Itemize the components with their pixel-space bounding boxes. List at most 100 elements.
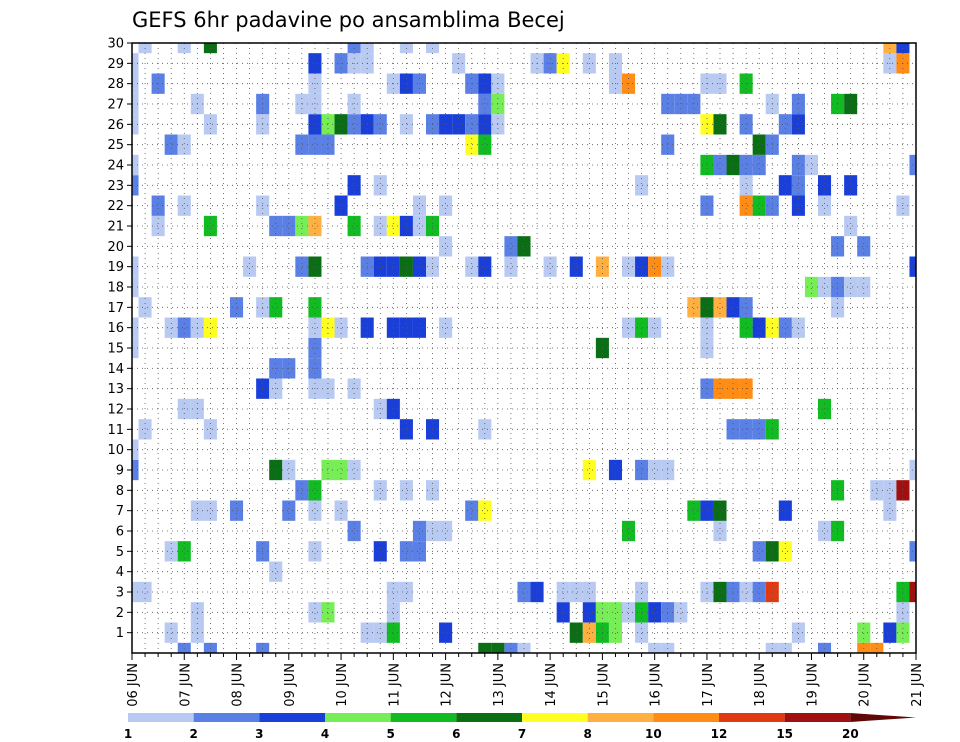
legend-label: 1 (124, 727, 132, 741)
heatmap-cell (295, 480, 309, 501)
heatmap-cell (412, 520, 426, 542)
y-tick-label: 7 (116, 504, 124, 519)
heatmap-cell (308, 500, 322, 521)
y-tick-label: 25 (107, 138, 124, 153)
heatmap-cell (282, 215, 296, 237)
heatmap-cell (635, 622, 649, 643)
legend-swatch (193, 713, 260, 722)
heatmap-cell (739, 195, 753, 216)
heatmap-cell (230, 297, 244, 318)
heatmap-cell (308, 256, 322, 277)
heatmap-cell (700, 154, 714, 176)
heatmap-cell (439, 195, 453, 216)
heatmap-cell (256, 642, 270, 653)
heatmap-cell (138, 581, 152, 603)
heatmap-cell (818, 195, 832, 216)
heatmap-cell (308, 480, 322, 501)
heatmap-cell (295, 256, 309, 277)
heatmap-cell (386, 602, 400, 623)
heatmap-cell (412, 195, 426, 216)
heatmap-cell (478, 500, 492, 521)
heatmap-cell (269, 215, 283, 237)
legend-swatch (259, 713, 325, 722)
y-tick-label: 21 (107, 220, 124, 235)
heatmap-cell (778, 500, 792, 521)
y-axis: 1234567891011121314151617181920212223242… (107, 37, 132, 641)
heatmap-cell (804, 154, 818, 176)
heatmap-cell (373, 622, 387, 643)
heatmap-cell (439, 622, 453, 643)
x-tick-label: 06 JUN (126, 663, 141, 707)
x-tick-label: 08 JUN (231, 663, 246, 707)
heatmap-cell (635, 175, 649, 196)
heatmap-cell (635, 602, 649, 623)
heatmap-cell (308, 215, 322, 237)
legend-label: 2 (189, 727, 197, 741)
heatmap-cell (373, 175, 387, 196)
heatmap-cell (132, 53, 139, 74)
heatmap-cell (132, 276, 139, 298)
heatmap-cell (478, 114, 492, 135)
x-tick-label: 21 JUN (910, 663, 925, 707)
x-tick-label: 17 JUN (701, 663, 716, 707)
heatmap-cell (203, 642, 217, 653)
x-tick-label: 16 JUN (649, 663, 664, 707)
heatmap-cell (818, 276, 832, 298)
legend-swatch (850, 713, 916, 722)
heatmap-cell (883, 480, 897, 501)
heatmap-cell (608, 622, 622, 643)
x-tick-label: 12 JUN (440, 663, 455, 707)
y-tick-label: 10 (107, 443, 124, 458)
heatmap-cell (870, 642, 884, 653)
heatmap-cell (132, 114, 139, 135)
heatmap-cell (347, 520, 361, 542)
y-tick-label: 26 (107, 118, 124, 133)
heatmap-cell (203, 114, 217, 135)
heatmap-cell (622, 602, 636, 623)
legend-label: 7 (518, 727, 526, 741)
heatmap-cell (648, 317, 662, 338)
heatmap-cell (687, 500, 701, 521)
y-tick-label: 1 (116, 626, 124, 641)
y-tick-label: 12 (107, 403, 124, 418)
heatmap-cell (622, 256, 636, 277)
heatmap-cell (282, 500, 296, 521)
heatmap-cell (203, 317, 217, 338)
heatmap-cell (739, 114, 753, 135)
heatmap-cell (778, 317, 792, 338)
heatmap-cell (844, 215, 858, 237)
heatmap-cell (412, 541, 426, 562)
heatmap-cell (164, 541, 178, 562)
y-tick-label: 4 (116, 565, 124, 580)
heatmap-cell (334, 195, 348, 216)
heatmap-cell (752, 134, 766, 155)
heatmap-cell (478, 419, 492, 440)
heatmap-cell (870, 480, 884, 501)
heatmap-cell (726, 154, 740, 176)
heatmap-cell (412, 256, 426, 277)
heatmap-cell (582, 581, 596, 603)
heatmap-cell (132, 175, 139, 196)
heatmap-cell (386, 256, 400, 277)
heatmap-cell (308, 114, 322, 135)
heatmap-cell (713, 154, 727, 176)
legend-label: 4 (321, 727, 329, 741)
y-tick-label: 23 (107, 179, 124, 194)
heatmap-cell (399, 317, 413, 338)
heatmap-cell (177, 134, 191, 155)
heatmap-cell (739, 419, 753, 440)
y-tick-label: 6 (116, 525, 124, 540)
heatmap-cell (883, 622, 897, 643)
heatmap-cell (556, 602, 570, 623)
heatmap-cell (151, 215, 165, 237)
heatmap-cell (778, 114, 792, 135)
heatmap-cell (132, 317, 139, 338)
y-tick-label: 20 (107, 240, 124, 255)
heatmap-cell (739, 175, 753, 196)
heatmap-cell (439, 236, 453, 257)
chart-title: GEFS 6hr padavine po ansamblima Becej (132, 8, 565, 32)
heatmap-cell (700, 500, 714, 521)
heatmap-cell (386, 622, 400, 643)
heatmap-cell (713, 520, 727, 542)
heatmap-cell (713, 581, 727, 603)
